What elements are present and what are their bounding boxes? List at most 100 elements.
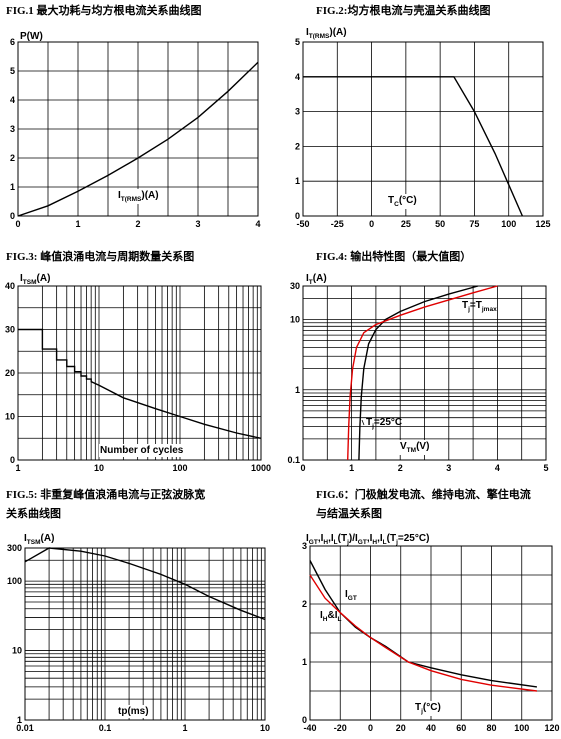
y-tick-label: 5: [295, 37, 300, 47]
y-axis-label-fig3: ITSM​(A): [20, 273, 50, 286]
x-tick-label: 10: [94, 463, 104, 473]
plot-frame-fig3: [17, 285, 262, 461]
y-tick-label: 0.1: [287, 455, 300, 465]
y-tick-label: 2: [10, 153, 15, 163]
x-axis-label-bg: [414, 701, 442, 716]
y-tick-label: 1: [17, 715, 22, 725]
series-line-fig4-0: [358, 285, 479, 461]
x-tick-label: 125: [535, 219, 550, 229]
chart-title-fig4: FIG.4: 输出特性图（最大值图）: [316, 249, 471, 263]
y-axis-label-fig1: P(W): [20, 31, 43, 42]
y-tick-label: 30: [5, 325, 15, 335]
y-tick-label: 3: [10, 124, 15, 134]
x-tick-label: 10: [260, 723, 270, 733]
plot-frame-fig6: [309, 545, 553, 721]
y-tick-label: 3: [302, 541, 307, 551]
x-axis-label-fig6: Tj​(°C): [415, 702, 441, 715]
x-tick-label: -20: [334, 723, 347, 733]
chart-title-fig2: FIG.2:均方根电流与壳温关系曲线图: [316, 3, 490, 17]
y-tick-label: 4: [295, 72, 300, 82]
x-tick-label: 0: [369, 219, 374, 229]
series-line-fig2-0: [303, 76, 524, 217]
x-tick-label: 3: [446, 463, 451, 473]
y-tick-label: 20: [5, 368, 15, 378]
x-tick-label: 1000: [251, 463, 271, 473]
y-tick-label: 40: [5, 281, 15, 291]
y-tick-label: 3: [295, 107, 300, 117]
x-axis-label-bg: [387, 194, 418, 209]
y-tick-label: 1: [295, 385, 300, 395]
x-tick-label: 120: [544, 723, 559, 733]
series-label-igt: IGT​: [345, 589, 357, 602]
y-tick-label: 0: [10, 455, 15, 465]
x-tick-label: 100: [514, 723, 529, 733]
x-tick-label: 40: [426, 723, 436, 733]
y-tick-label: 2: [295, 141, 300, 151]
y-axis-label-fig4: IT​(A): [306, 273, 327, 286]
x-tick-label: 20: [396, 723, 406, 733]
series-line-fig4-1: [347, 285, 498, 461]
x-axis-label-bg: [117, 705, 150, 718]
chart-title-fig1: FIG.1 最大功耗与均方根电流关系曲线图: [6, 3, 202, 17]
x-axis-label-fig2: TC​(°C): [388, 195, 417, 208]
x-tick-label: 0.1: [99, 723, 112, 733]
y-tick-label: 10: [12, 646, 22, 656]
x-axis-label-bg: [99, 444, 185, 457]
x-axis-label-fig4: VTM​(V): [400, 441, 429, 454]
y-axis-label-fig6: IGT​,IH​,IL​(Tj​)/IGT​,IH​,IL​(Tj​=25°C): [306, 533, 429, 546]
y-tick-label: 1: [10, 182, 15, 192]
y-tick-label: 2: [302, 599, 307, 609]
x-axis-label-fig5: tp(ms): [118, 706, 149, 717]
series-line-fig6-1: [309, 574, 537, 692]
x-tick-label: 80: [486, 723, 496, 733]
x-axis-label-fig3: Number of cycles: [100, 445, 184, 456]
x-tick-label: 60: [456, 723, 466, 733]
y-tick-label: 100: [7, 576, 22, 586]
plot-frame-fig2: [302, 41, 544, 217]
y-axis-label-fig5: ITSM​(A): [24, 533, 54, 546]
series-line-fig5-0: [24, 547, 266, 621]
x-tick-label: 0: [300, 463, 305, 473]
x-tick-label: 1: [75, 219, 80, 229]
x-axis-label-bg: [399, 440, 431, 455]
plot-frame-fig5: [24, 547, 266, 721]
x-tick-label: -40: [303, 723, 316, 733]
annotation-tj25: Tj​=25°C: [366, 417, 402, 430]
x-tick-label: 4: [495, 463, 500, 473]
y-tick-label: 10: [5, 412, 15, 422]
y-tick-label: 1: [302, 657, 307, 667]
x-tick-label: 100: [501, 219, 516, 229]
x-tick-label: 1: [15, 463, 20, 473]
x-tick-label: 0: [15, 219, 20, 229]
y-tick-label: 10: [290, 315, 300, 325]
chart-title-fig3: FIG.3: 峰值浪涌电流与周期数量关系图: [6, 249, 194, 263]
series-label-ih-il: IH​&IL​: [320, 610, 341, 623]
x-tick-label: 4: [255, 219, 260, 229]
x-tick-label: 2: [135, 219, 140, 229]
y-tick-label: 0: [10, 211, 15, 221]
x-tick-label: 100: [172, 463, 187, 473]
x-tick-label: 3: [195, 219, 200, 229]
chart-title-fig6: FIG.6：门极触发电流、维持电流、擎住电流与结温关系图: [316, 487, 531, 520]
y-axis-label-fig2: IT(RMS​)(A): [306, 27, 347, 40]
x-tick-label: 5: [543, 463, 548, 473]
y-tick-label: 0: [302, 715, 307, 725]
x-axis-label-fig1: IT(RMS​)(A): [118, 190, 159, 203]
plot-frame-fig4: [302, 285, 547, 461]
x-axis-label-bg: [117, 189, 160, 204]
x-tick-label: -50: [296, 219, 309, 229]
x-tick-label: 50: [435, 219, 445, 229]
y-tick-label: 300: [7, 543, 22, 553]
x-tick-label: 75: [469, 219, 479, 229]
x-tick-label: 0: [368, 723, 373, 733]
y-tick-label: 0: [295, 211, 300, 221]
x-tick-label: 1: [349, 463, 354, 473]
series-line-fig6-0: [309, 560, 537, 688]
x-tick-label: 2: [398, 463, 403, 473]
plot-frame-fig1: [17, 41, 259, 217]
y-tick-label: 4: [10, 95, 15, 105]
y-tick-label: 30: [290, 281, 300, 291]
annotation-tjmax: Tj​=Tjmax​: [462, 300, 497, 313]
x-tick-label: 1: [182, 723, 187, 733]
